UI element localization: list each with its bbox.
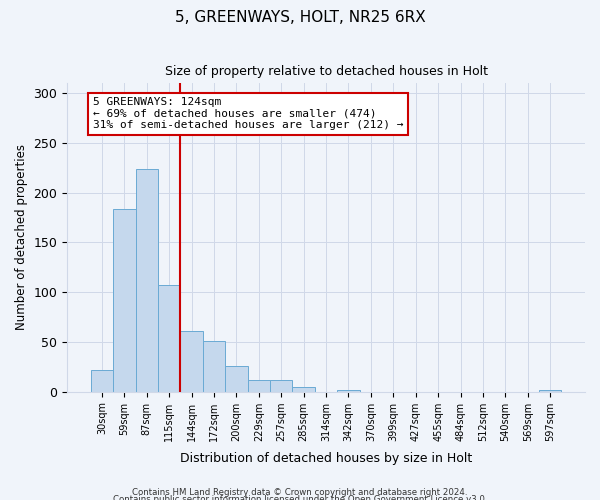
Y-axis label: Number of detached properties: Number of detached properties bbox=[15, 144, 28, 330]
Bar bbox=[181, 331, 203, 392]
Title: Size of property relative to detached houses in Holt: Size of property relative to detached ho… bbox=[164, 65, 488, 78]
Bar bbox=[91, 370, 113, 392]
Bar bbox=[158, 285, 181, 392]
Bar bbox=[225, 366, 248, 392]
X-axis label: Distribution of detached houses by size in Holt: Distribution of detached houses by size … bbox=[180, 452, 472, 465]
Bar bbox=[136, 169, 158, 392]
Bar bbox=[113, 208, 136, 392]
Bar bbox=[539, 390, 562, 392]
Text: Contains public sector information licensed under the Open Government Licence v3: Contains public sector information licen… bbox=[113, 496, 487, 500]
Text: 5, GREENWAYS, HOLT, NR25 6RX: 5, GREENWAYS, HOLT, NR25 6RX bbox=[175, 10, 425, 25]
Bar bbox=[248, 380, 270, 392]
Bar bbox=[270, 380, 292, 392]
Text: Contains HM Land Registry data © Crown copyright and database right 2024.: Contains HM Land Registry data © Crown c… bbox=[132, 488, 468, 497]
Bar bbox=[292, 386, 315, 392]
Text: 5 GREENWAYS: 124sqm
← 69% of detached houses are smaller (474)
31% of semi-detac: 5 GREENWAYS: 124sqm ← 69% of detached ho… bbox=[93, 98, 403, 130]
Bar bbox=[337, 390, 360, 392]
Bar bbox=[203, 341, 225, 392]
